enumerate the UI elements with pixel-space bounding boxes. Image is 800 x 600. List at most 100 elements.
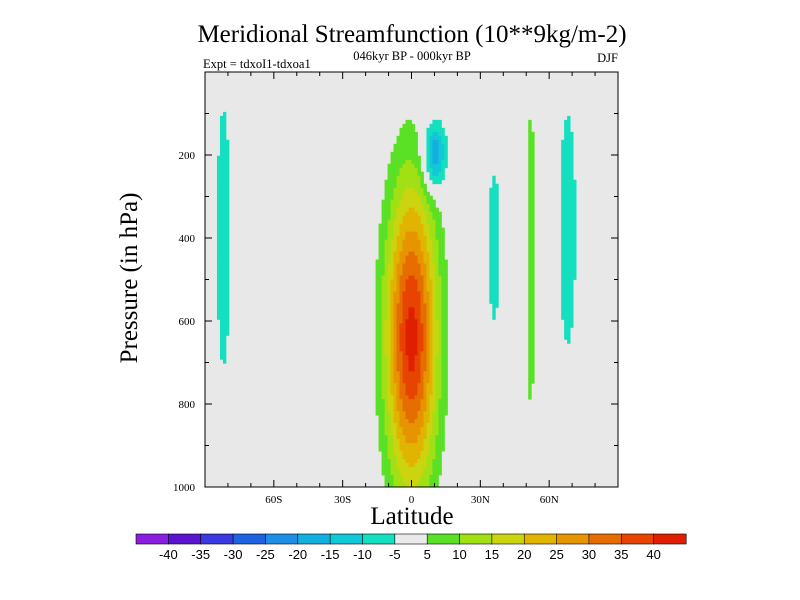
- contour-cell: [528, 191, 532, 197]
- contour-cell: [399, 207, 403, 213]
- contour-cell: [216, 219, 221, 225]
- contour-cell: [429, 411, 433, 416]
- contour-cell: [495, 291, 499, 296]
- contour-cell: [420, 183, 424, 189]
- contour-cell: [381, 335, 385, 340]
- contour-cell: [396, 375, 400, 380]
- contour-cell: [489, 247, 493, 252]
- contour-cell: [414, 415, 418, 420]
- contour-cell: [432, 235, 436, 240]
- contour-cell: [426, 131, 430, 137]
- contour-cell: [390, 203, 394, 209]
- contour-cell: [528, 227, 532, 233]
- contour-cell: [219, 135, 224, 141]
- contour-cell: [399, 143, 403, 149]
- colorbar-label: -20: [288, 547, 307, 562]
- contour-cell: [426, 215, 430, 221]
- contour-cell: [393, 235, 397, 240]
- contour-cell: [426, 479, 430, 484]
- contour-cell: [561, 207, 565, 213]
- contour-cell: [390, 299, 394, 304]
- contour-cell: [435, 123, 439, 129]
- contour-cell: [390, 311, 394, 316]
- contour-cell: [414, 291, 418, 296]
- contour-cell: [420, 399, 424, 404]
- contour-cell: [570, 315, 574, 320]
- contour-cell: [435, 207, 439, 213]
- contour-cell: [414, 299, 418, 304]
- contour-cell: [408, 447, 412, 452]
- contour-cell: [393, 187, 397, 193]
- contour-cell: [387, 359, 391, 364]
- contour-cell: [489, 203, 493, 209]
- contour-cell: [438, 327, 442, 332]
- contour-cell: [564, 311, 568, 316]
- contour-cell: [417, 331, 421, 336]
- contour-cell: [567, 179, 571, 185]
- contour-cell: [384, 215, 388, 221]
- contour-cell: [402, 271, 406, 276]
- contour-cell: [399, 215, 403, 221]
- contour-cell: [429, 267, 433, 272]
- contour-cell: [417, 223, 421, 229]
- contour-cell: [219, 127, 224, 133]
- contour-cell: [414, 439, 418, 444]
- contour-cell: [528, 211, 532, 217]
- contour-cell: [375, 359, 379, 364]
- contour-cell: [429, 263, 433, 268]
- contour-cell: [564, 155, 568, 161]
- contour-cell: [432, 303, 436, 308]
- contour-cell: [396, 187, 400, 193]
- contour-cell: [387, 195, 391, 201]
- contour-cell: [390, 303, 394, 308]
- contour-cell: [381, 239, 385, 244]
- contour-cell: [378, 379, 382, 384]
- contour-cell: [564, 295, 568, 300]
- contour-cell: [444, 283, 448, 288]
- contour-cell: [225, 187, 230, 193]
- contour-cell: [387, 435, 391, 440]
- contour-cell: [435, 407, 439, 412]
- contour-cell: [570, 239, 574, 244]
- contour-cell: [384, 339, 388, 344]
- contour-cell: [399, 315, 403, 320]
- contour-cell: [435, 167, 439, 173]
- contour-cell: [219, 171, 224, 177]
- contour-cell: [222, 259, 227, 264]
- contour-cell: [384, 439, 388, 444]
- contour-cell: [432, 399, 436, 404]
- contour-cell: [381, 295, 385, 300]
- contour-cell: [396, 155, 400, 161]
- contour-cell: [444, 355, 448, 360]
- contour-cell: [531, 251, 535, 256]
- contour-cell: [414, 347, 418, 352]
- contour-cell: [435, 179, 439, 185]
- contour-cell: [492, 235, 496, 240]
- contour-cell: [405, 235, 409, 240]
- contour-cell: [489, 239, 493, 244]
- contour-cell: [408, 355, 412, 360]
- contour-cell: [567, 307, 571, 312]
- contour-cell: [411, 379, 415, 384]
- contour-cell: [426, 211, 430, 217]
- contour-cell: [414, 271, 418, 276]
- contour-cell: [393, 447, 397, 452]
- contour-cell: [531, 323, 535, 328]
- contour-cell: [423, 403, 427, 408]
- contour-cell: [222, 355, 227, 360]
- contour-cell: [384, 247, 388, 252]
- contour-cell: [567, 155, 571, 161]
- contour-cell: [375, 323, 379, 328]
- contour-cell: [222, 335, 227, 340]
- contour-cell: [426, 235, 430, 240]
- contour-cell: [417, 391, 421, 396]
- contour-cell: [423, 259, 427, 264]
- contour-cell: [414, 447, 418, 452]
- contour-cell: [441, 363, 445, 368]
- contour-cell: [411, 207, 415, 213]
- contour-cell: [444, 287, 448, 292]
- contour-cell: [429, 391, 433, 396]
- contour-cell: [435, 447, 439, 452]
- contour-cell: [411, 263, 415, 268]
